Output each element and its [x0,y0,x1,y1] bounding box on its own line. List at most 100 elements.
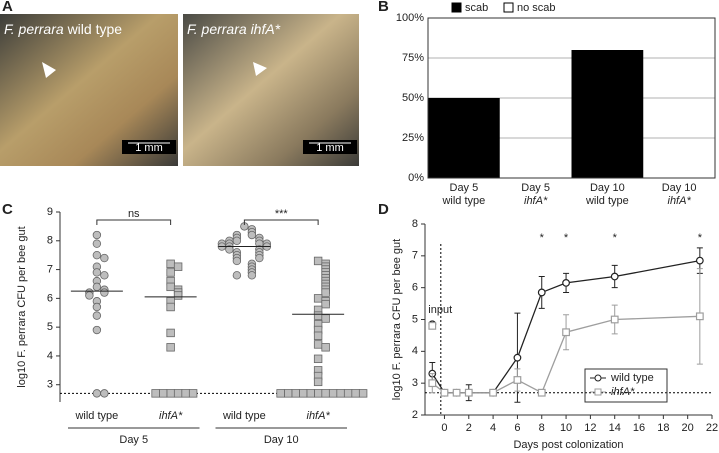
marker [166,328,175,338]
marker [313,331,323,340]
photo-caption: F. perrara wild type [4,21,122,37]
marker [92,268,102,277]
plot-frame [427,17,716,179]
marker [428,321,437,330]
x-axis-label: Days post colonization [513,439,623,451]
marker [537,388,546,397]
legend-label: ihfA* [611,386,635,398]
marker [513,376,522,384]
panel-letter: A [2,0,13,15]
x-tick-label: 22 [706,422,718,434]
legend-label: wild type [610,372,654,384]
significance: * [613,232,618,244]
marker [321,314,330,323]
bar [643,18,715,178]
x-tick-label: 6 [514,422,520,434]
y-tick-label: 25% [402,132,424,144]
marker [100,253,109,263]
bar [500,18,572,178]
marker [158,389,168,398]
significance: *** [275,208,289,220]
species: F. perrara [4,21,64,37]
strain: ihfA* [251,21,281,37]
panel-letter: D [378,201,389,218]
input-label: input [428,304,452,316]
y-tick-label: 2 [412,409,418,421]
marker [232,236,242,245]
x-tick-label: 10 [560,422,572,434]
group-label: Day 5 [119,434,148,446]
axes [424,224,712,416]
marker [313,311,323,320]
y-tick-label: 4 [412,345,418,357]
legend-swatch [451,2,462,13]
y-tick-label: 9 [47,206,53,218]
legend-label: scab [465,2,488,14]
marker [313,294,323,303]
marker [313,256,323,266]
marker [610,272,619,281]
marker [100,389,109,398]
marker [321,389,330,398]
marker [452,388,461,397]
marker [358,389,368,398]
marker [166,343,175,352]
marker [336,389,345,398]
marker [513,353,522,362]
marker [151,389,160,398]
y-tick-label: 0% [408,172,424,184]
photo-caption: F. perrara ihfA* [187,21,281,37]
marker [313,389,323,398]
x-tick-label: Day 5 ihfA* [521,182,550,207]
marker [328,389,338,398]
marker [92,302,102,312]
marker [173,291,183,300]
significance: * [540,232,545,244]
x-tick-label: 18 [657,422,669,434]
marker [695,312,704,321]
y-tick-label: 6 [412,282,418,294]
marker [562,278,570,287]
x-tick-label: 0 [441,422,447,434]
marker [428,379,437,388]
y-tick-label: 75% [402,52,424,64]
marker [92,230,102,240]
y-tick-label: 3 [412,377,418,389]
marker [166,282,175,292]
scale-label: 1 mm [316,142,344,154]
legend-frame [584,368,668,403]
marker [173,389,183,398]
legend-label: no scab [517,2,556,14]
marker [321,288,330,297]
marker [181,389,190,398]
significance: ns [128,208,140,220]
marker [166,259,175,269]
significance: * [698,232,703,244]
marker [188,389,198,398]
marker [313,340,323,349]
marker [92,389,102,398]
y-tick-label: 7 [47,263,53,275]
series-line [431,315,700,394]
marker [313,377,323,387]
group-label: Day 10 [264,434,299,446]
marker [247,230,257,240]
arrowhead [253,62,267,76]
marker [100,288,109,297]
marker [489,388,498,397]
x-tick-label: ihfA* [159,410,183,422]
x-tick-label: 4 [490,422,496,434]
marker [247,271,257,280]
bar [572,18,644,50]
marker [255,253,264,263]
marker [537,288,546,297]
marker [306,389,315,398]
marker [166,302,175,312]
y-tick-label: 8 [47,235,53,247]
marker [695,256,704,265]
marker [92,250,102,260]
marker [562,328,570,337]
x-tick-label: wild type [222,410,266,422]
x-tick-label: 2 [466,422,472,434]
